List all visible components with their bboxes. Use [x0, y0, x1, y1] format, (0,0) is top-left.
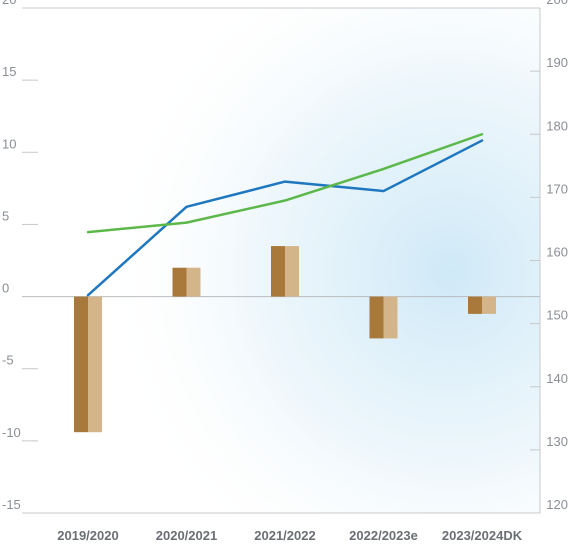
x-tick-label: 2022/2023e — [349, 528, 418, 543]
right-tick-label: 180 — [546, 118, 568, 133]
grid — [22, 7, 540, 514]
blue-line — [86, 139, 484, 297]
bar-dark-half — [172, 267, 187, 297]
bar-dark-half — [468, 296, 482, 314]
left-tick-label: -5 — [2, 353, 14, 368]
bar-dark-half — [74, 296, 88, 433]
right-tick-label: 190 — [546, 55, 568, 70]
left-tick-label: 0 — [2, 281, 9, 296]
bar — [172, 267, 201, 297]
bar-light-half — [482, 296, 496, 314]
bar-light-half — [88, 296, 102, 433]
bar — [271, 246, 299, 297]
right-tick-label: 140 — [546, 371, 568, 386]
bar-light-half — [186, 267, 201, 297]
bar — [369, 296, 398, 339]
right-tick-label: 200 — [546, 0, 568, 7]
left-tick-label: 20 — [2, 0, 16, 7]
left-tick-label: -10 — [2, 425, 21, 440]
right-tick-label: 160 — [546, 245, 568, 260]
right-tick-label: 170 — [546, 181, 568, 196]
right-tick-label: 130 — [546, 434, 568, 449]
left-tick-label: 10 — [2, 136, 16, 151]
bar-dark-half — [271, 246, 285, 297]
line-series — [86, 133, 484, 297]
green-line — [86, 133, 484, 234]
x-tick-label: 2019/2020 — [57, 528, 118, 543]
left-tick-label: 15 — [2, 64, 16, 79]
left-tick-label: -15 — [2, 497, 21, 512]
bar-series — [74, 246, 496, 433]
bar — [74, 296, 102, 433]
left-axis: 20 15 10 5 0 -5 -10 -15 — [2, 0, 38, 514]
right-tick-label: 150 — [546, 308, 568, 323]
bar — [468, 296, 496, 314]
x-tick-label: 2021/2022 — [254, 528, 315, 543]
bar-light-half — [383, 296, 398, 339]
bar-light-half — [285, 246, 299, 297]
x-tick-label: 2023/2024DK — [442, 528, 523, 543]
x-axis-labels: 2019/2020 2020/2021 2021/2022 2022/2023e 202… — [57, 528, 522, 543]
right-tick-label: 120 — [546, 497, 568, 512]
right-axis: 200 190 180 170 160 150 140 130 120 — [530, 0, 568, 514]
left-tick-label: 5 — [2, 208, 9, 223]
x-tick-label: 2020/2021 — [156, 528, 217, 543]
bar-dark-half — [369, 296, 384, 339]
